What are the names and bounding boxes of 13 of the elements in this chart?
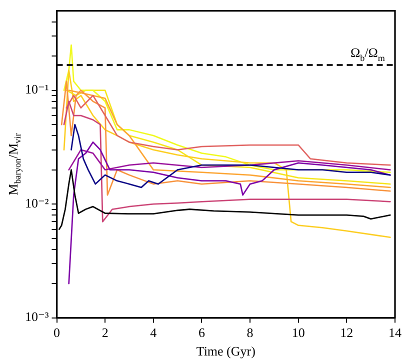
x-axis-title: Time (Gyr) (196, 344, 256, 359)
x-tick-label: 14 (388, 325, 402, 340)
y-tick-label: 10⁻² (24, 195, 49, 210)
y-axis-title: Mbaryon/Mvir (5, 133, 22, 196)
x-tick-label: 2 (102, 325, 108, 340)
x-tick-label: 0 (54, 325, 60, 340)
x-tick-label: 4 (150, 325, 158, 340)
x-tick-label: 10 (292, 325, 305, 340)
x-tick-label: 8 (246, 325, 254, 340)
y-tick-label: 10⁻¹ (24, 82, 49, 97)
x-tick-label: 6 (198, 325, 206, 340)
y-tick-label: 10⁻³ (24, 309, 49, 324)
x-tick-label: 12 (340, 325, 354, 340)
